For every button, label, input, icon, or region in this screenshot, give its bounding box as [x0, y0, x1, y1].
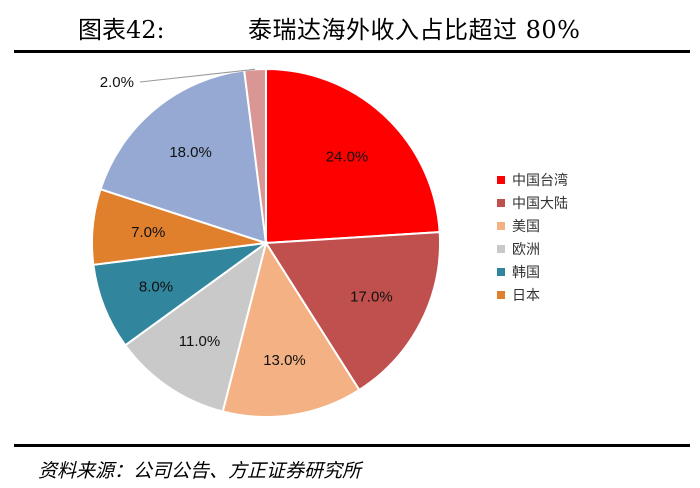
figure-number: 图表42:: [78, 16, 165, 44]
legend-label-4: 韩国: [512, 265, 540, 281]
slice-label-3: 11.0%: [179, 333, 220, 350]
legend-label-2: 美国: [512, 219, 540, 235]
slice-label-1: 17.0%: [350, 289, 393, 306]
legend-label-5: 日本: [512, 288, 540, 304]
legend-label-3: 欧洲: [512, 242, 540, 258]
leader-line-7: [139, 68, 256, 83]
pie-slice-2: [221, 240, 361, 418]
legend-label-0: 中国台湾: [512, 172, 568, 189]
slice-label-0: 24.0%: [326, 149, 369, 166]
legend-swatch-0: [497, 176, 505, 184]
slice-label-2: 13.0%: [263, 352, 306, 369]
slice-labels: 24.0% 17.0% 13.0% 11.0% 8.0% 7.0% 18.0% 2.0%: [100, 74, 393, 369]
legend-swatch-5: [497, 291, 505, 299]
legend-swatch-4: [497, 268, 505, 276]
pie-slice-0: [265, 67, 441, 245]
figure-title: 泰瑞达海外收入占比超过 80%: [248, 16, 581, 44]
slice-label-4: 8.0%: [139, 279, 173, 296]
pie-slice-1: [264, 231, 442, 392]
leader-lines: [139, 68, 256, 83]
legend-swatch-2: [497, 222, 505, 230]
bottom-rule: [14, 444, 690, 447]
legend-swatch-3: [497, 245, 505, 253]
pie-slice-6: [99, 69, 268, 245]
source-note: 资料来源：公司公告、方正证券研究所: [38, 460, 362, 482]
pie-slices: [90, 67, 442, 418]
slice-label-7: 2.0%: [100, 74, 134, 91]
legend-label-1: 中国大陆: [512, 196, 568, 212]
slice-label-6: 18.0%: [169, 144, 212, 161]
figure-header: 图表42: 泰瑞达海外收入占比超过 80%: [0, 0, 700, 48]
slice-label-5: 7.0%: [131, 224, 165, 241]
legend-swatch-1: [497, 199, 505, 207]
top-rule: [14, 50, 690, 53]
pie-slice-3: [123, 240, 268, 413]
